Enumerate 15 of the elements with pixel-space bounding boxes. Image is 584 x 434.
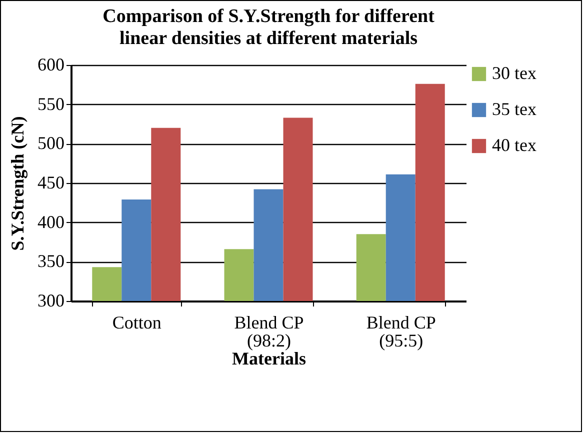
legend-label: 40 tex xyxy=(492,135,536,155)
y-tick-label: 400 xyxy=(38,212,64,232)
y-tick-label: 350 xyxy=(38,251,64,272)
y-tick-label: 500 xyxy=(38,133,64,154)
legend-label: 35 tex xyxy=(492,99,536,119)
x-tick-label: Blend CP (98:2) xyxy=(234,312,304,350)
x-tick-label: Cotton xyxy=(112,312,162,332)
y-tick-label: 450 xyxy=(38,172,64,192)
x-tick-label: Blend CP (95:5) xyxy=(366,312,436,350)
y-tick-label: 550 xyxy=(38,94,64,114)
chart-title: Comparison of S.Y.Strength for different linear densities at different materials xyxy=(102,6,436,49)
legend-label: 30 tex xyxy=(492,63,536,83)
y-tick-label: 300 xyxy=(38,290,64,310)
y-axis-title: S.Y.Strength (cN) xyxy=(8,116,28,251)
y-tick-label: 600 xyxy=(38,54,64,74)
